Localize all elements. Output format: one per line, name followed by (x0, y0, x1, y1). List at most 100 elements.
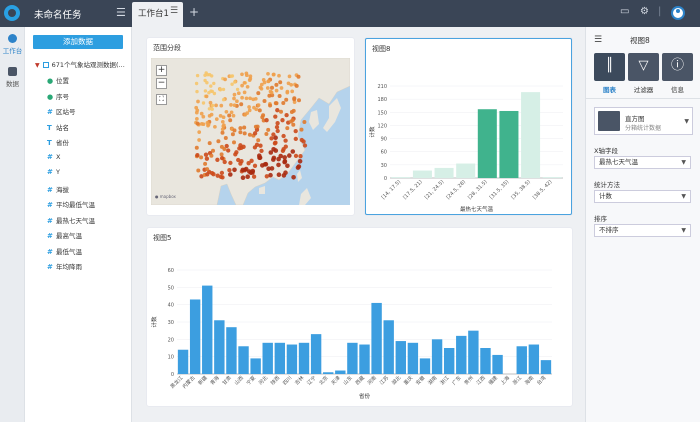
x-field-select[interactable]: 最热七天气温 ▼ (594, 156, 691, 169)
field-name: 最热七天气温 (56, 216, 95, 225)
x-tick-label: 内蒙古 (181, 374, 197, 390)
station-point (273, 140, 278, 145)
station-point (276, 162, 281, 168)
add-tab-icon[interactable]: + (189, 5, 200, 19)
top-bar: 未命名任务 ☰ 工作台1 ☰ + ▭ ⚙ | (0, 0, 700, 27)
station-point (218, 174, 224, 180)
x-tick-label: [38.5, 42) (532, 179, 554, 201)
station-point (226, 148, 231, 153)
bar (419, 358, 431, 374)
station-point (229, 103, 233, 107)
bar (177, 349, 189, 374)
field-item[interactable]: # Y (47, 168, 60, 176)
user-avatar[interactable] (671, 6, 685, 20)
bar-card-title: 视图5 (153, 234, 172, 242)
number-field-icon: # (47, 185, 53, 194)
station-point (293, 136, 298, 142)
field-item[interactable]: T 省份 (47, 137, 69, 147)
station-point (268, 172, 273, 178)
bar (214, 320, 225, 374)
y-tick-label: 180 (377, 97, 387, 103)
field-item[interactable]: ● 序号 (47, 91, 69, 101)
map-philippines (299, 188, 311, 205)
station-point (283, 138, 288, 143)
station-point (273, 114, 278, 119)
add-data-button[interactable]: 添加数据 (33, 35, 123, 49)
stat-method-select[interactable]: 计数 ▼ (594, 190, 691, 203)
dataset-item[interactable]: ▼ 671个气象站观测数据(... (35, 59, 125, 69)
station-point (209, 153, 214, 158)
station-point (279, 109, 283, 114)
station-point (293, 128, 298, 134)
tab-filter[interactable]: ▽ (628, 53, 659, 81)
y-tick-label: 30 (168, 320, 174, 326)
station-point (278, 80, 283, 85)
station-point (244, 73, 249, 78)
field-item[interactable]: # 最高气温 (47, 230, 82, 240)
station-point (273, 148, 279, 153)
field-item[interactable]: # 最低气温 (47, 246, 82, 256)
bar (310, 334, 322, 374)
chart-type-select[interactable]: 直方图 分箱统计数据 ▼ (594, 107, 693, 135)
field-item[interactable]: # 年均降雨 (47, 261, 82, 271)
point-map[interactable]: ● mapbox (151, 58, 350, 205)
tab-info[interactable]: ⓘ (662, 53, 693, 81)
fullscreen-icon[interactable]: ⛶ (156, 94, 167, 105)
bar (412, 170, 432, 178)
station-point (244, 96, 249, 101)
station-point (232, 96, 236, 101)
field-item[interactable]: # 区站号 (47, 106, 76, 116)
collapse-panel-icon[interactable]: ☰ (116, 6, 126, 19)
station-point (220, 119, 225, 124)
chart-type-name: 直方图 (625, 115, 645, 123)
map-card[interactable]: 范围分段 ● mapbox + − ⛶ (147, 38, 354, 215)
tab-chart[interactable]: ║ (594, 53, 625, 81)
x-tick-label: 台湾 (535, 374, 547, 386)
station-point (248, 74, 253, 79)
x-tick-label: 山西 (233, 374, 245, 386)
field-item[interactable]: # 海拔 (47, 184, 69, 194)
field-item[interactable]: # 平均最低气温 (47, 199, 95, 209)
save-icon[interactable]: ▭ (620, 6, 630, 17)
sort-select[interactable]: 不排序 ▼ (594, 224, 691, 237)
x-tick-label: 湖南 (426, 374, 438, 386)
stat-method-value: 计数 (599, 192, 612, 200)
bar (477, 109, 497, 178)
bar (456, 163, 476, 178)
station-point (221, 124, 226, 128)
chevron-down-icon: ▼ (681, 227, 686, 234)
station-point (266, 79, 271, 84)
tab-menu-icon[interactable]: ☰ (170, 6, 179, 16)
bar-card[interactable]: 视图5 0 10 20 30 40 50 60 黑龙江 内蒙古 新疆 青海 甘肃 山西 宁夏 河北 陕西 四川吉… (147, 228, 572, 406)
task-title[interactable]: 未命名任务 (34, 10, 82, 21)
tab-workspace-1[interactable]: 工作台1 ☰ (132, 2, 183, 27)
nav-workspace[interactable]: 工作台 (0, 34, 25, 55)
bar (391, 177, 411, 178)
histogram-card[interactable]: 视图8 0 30 60 90 120 150 180 210 [14, 17.5) [17.5, … (365, 38, 572, 215)
collapse-right-icon[interactable]: ☰ (594, 35, 603, 45)
station-point (195, 108, 200, 113)
chart-type-desc: 分箱统计数据 (625, 125, 662, 132)
zoom-in-button[interactable]: + (156, 65, 167, 76)
station-point (285, 163, 290, 169)
gear-icon[interactable]: ⚙ (640, 6, 649, 17)
station-point (256, 103, 261, 107)
field-name: 省份 (56, 139, 69, 147)
zoom-out-button[interactable]: − (156, 78, 167, 89)
field-item[interactable]: # 最热七天气温 (47, 215, 95, 225)
station-point (242, 125, 247, 130)
field-item[interactable]: T 站名 (47, 122, 69, 132)
number-field-icon: # (47, 168, 53, 176)
nav-data[interactable]: 数据 (0, 67, 25, 88)
expand-caret-icon[interactable]: ▼ (35, 62, 40, 69)
x-tick-label: [14, 17.5) (381, 179, 403, 201)
bar (540, 360, 552, 374)
map-korea (309, 110, 319, 130)
station-point (302, 120, 307, 124)
field-item[interactable]: ● 位置 (47, 75, 69, 85)
province-bar-chart[interactable]: 0102030405060黑龙江内蒙古 新疆 青海 甘肃 山西 宁夏 河北 陕西 四川 吉林 辽宁北… (147, 240, 572, 405)
field-item[interactable]: # X (47, 153, 60, 161)
y-tick-label: 60 (381, 150, 387, 156)
